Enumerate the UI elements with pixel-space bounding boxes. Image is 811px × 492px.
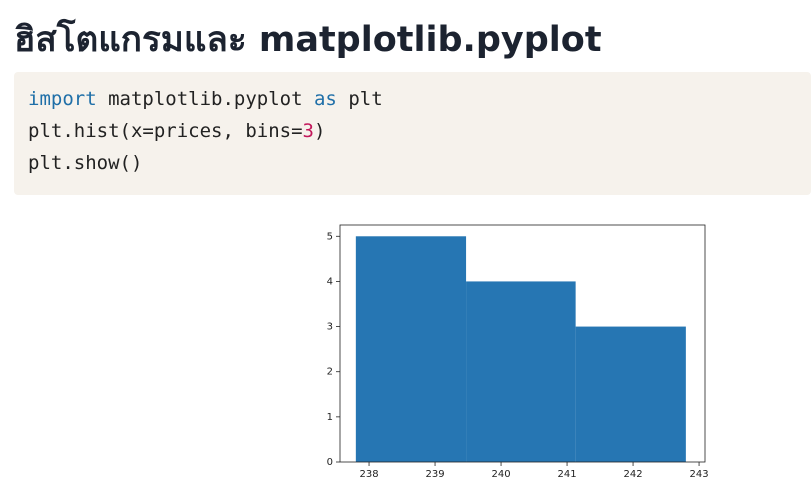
- bar: [575, 326, 686, 462]
- x-tick-label: 239: [425, 469, 444, 480]
- y-tick-label: 0: [327, 457, 333, 468]
- code-token: plt.show(): [28, 152, 143, 174]
- y-tick-label: 4: [327, 276, 333, 287]
- code-token: import: [28, 88, 97, 110]
- code-block: import matplotlib.pyplot as plt plt.hist(…: [14, 72, 811, 195]
- code-token: plt.hist(x=prices, bins=: [28, 120, 303, 142]
- code-token: 3: [302, 120, 314, 142]
- x-tick-label: 238: [359, 469, 378, 480]
- x-tick-label: 241: [558, 469, 577, 480]
- y-tick-label: 3: [327, 322, 333, 333]
- chart: 0 1 2 3 4 5 238 239 240 241 242 243: [327, 224, 709, 480]
- x-tick-label: 243: [690, 469, 709, 480]
- x-tick-label: 242: [624, 469, 643, 480]
- heading: ฮิสโตแกรมและ matplotlib.pyplot: [14, 20, 602, 60]
- y-tick-label: 2: [327, 367, 333, 378]
- x-tick-label: 240: [492, 469, 511, 480]
- code-line: plt.show(): [28, 152, 142, 174]
- code-token: matplotlib.pyplot: [96, 88, 314, 110]
- bar: [355, 236, 467, 462]
- code-line: plt.hist(x=prices, bins=3): [28, 120, 325, 142]
- y-tick-label: 1: [327, 412, 333, 423]
- code-token: ): [314, 120, 326, 142]
- code-token: plt: [336, 88, 383, 110]
- bar: [466, 281, 576, 462]
- axes-frame: [339, 224, 706, 463]
- code-line: import matplotlib.pyplot as plt: [28, 88, 383, 110]
- y-tick-label: 5: [327, 231, 333, 242]
- code-token: as: [313, 88, 337, 110]
